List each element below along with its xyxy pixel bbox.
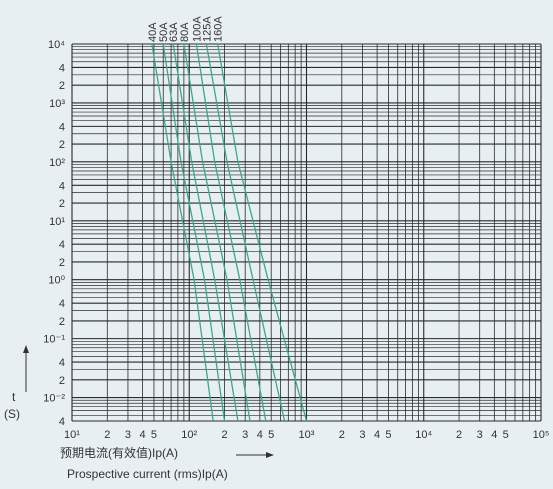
series-label-50a: 50A xyxy=(158,22,170,42)
y-axis-unit: (S) xyxy=(4,407,20,421)
curve-160a xyxy=(217,43,308,422)
x-tick-label: 10⁵ xyxy=(533,429,550,441)
y-tick-label: 2 xyxy=(59,257,65,269)
y-tick-label: 10³ xyxy=(49,98,65,110)
x-tick-label: 5 xyxy=(268,429,274,441)
y-tick-label: 4 xyxy=(59,62,65,74)
curve-100a xyxy=(195,43,267,422)
x-axis-title-en: Prospective current (rms)Ip(A) xyxy=(67,467,228,481)
y-tick-label: 2 xyxy=(59,375,65,387)
x-tick-label: 2 xyxy=(221,429,227,441)
y-axis-label: t xyxy=(12,390,16,404)
y-tick-label: 10⁴ xyxy=(48,39,65,51)
curve-63a xyxy=(172,43,239,422)
x-tick-label: 10¹ xyxy=(64,429,80,441)
y-tick-label: 4 xyxy=(59,239,65,251)
x-tick-label: 3 xyxy=(477,429,483,441)
x-tick-label: 3 xyxy=(359,429,365,441)
y-tick-label: 10⁻² xyxy=(43,393,65,405)
x-axis-arrow-head xyxy=(266,452,274,458)
y-tick-label: 10¹ xyxy=(49,216,65,228)
y-tick-label: 10² xyxy=(49,157,65,169)
series-label-40a: 40A xyxy=(147,22,159,42)
x-tick-label: 4 xyxy=(140,429,146,441)
curve-80a xyxy=(183,43,251,422)
x-tick-label: 5 xyxy=(151,429,157,441)
series-label-160a: 160A xyxy=(213,16,225,42)
y-tick-label: 10⁻¹ xyxy=(43,334,65,346)
x-tick-label: 3 xyxy=(242,429,248,441)
x-tick-label: 2 xyxy=(339,429,345,441)
x-tick-label: 10⁴ xyxy=(415,429,432,441)
x-tick-label: 10³ xyxy=(299,429,315,441)
y-tick-label: 4 xyxy=(59,298,65,310)
x-tick-label: 10² xyxy=(181,429,197,441)
y-tick-label: 2 xyxy=(59,139,65,151)
curve-125a xyxy=(205,43,286,422)
x-tick-label: 2 xyxy=(456,429,462,441)
y-tick-label: 2 xyxy=(59,198,65,210)
curve-50a xyxy=(162,43,226,422)
series-label-125a: 125A xyxy=(201,16,213,42)
x-tick-label: 4 xyxy=(491,429,497,441)
x-tick-label: 5 xyxy=(385,429,391,441)
x-tick-label: 3 xyxy=(125,429,131,441)
y-tick-label: 4 xyxy=(59,357,65,369)
series-label-100a: 100A xyxy=(191,16,203,42)
y-axis-arrow-head xyxy=(23,345,29,353)
series-label-80a: 80A xyxy=(179,22,191,42)
x-tick-label: 5 xyxy=(503,429,509,441)
y-tick-label: 2 xyxy=(59,80,65,92)
y-tick-label: 4 xyxy=(59,416,65,428)
y-tick-label: 2 xyxy=(59,316,65,328)
y-tick-label: 10⁰ xyxy=(48,275,65,287)
y-tick-label: 4 xyxy=(59,180,65,192)
series-label-63a: 63A xyxy=(168,22,180,42)
x-tick-label: 4 xyxy=(374,429,380,441)
x-axis-title-cn: 预期电流(有效值)Ip(A) xyxy=(60,446,178,460)
y-tick-label: 4 xyxy=(59,121,65,133)
curve-40a xyxy=(151,43,214,422)
x-tick-label: 2 xyxy=(104,429,110,441)
x-tick-label: 4 xyxy=(257,429,263,441)
